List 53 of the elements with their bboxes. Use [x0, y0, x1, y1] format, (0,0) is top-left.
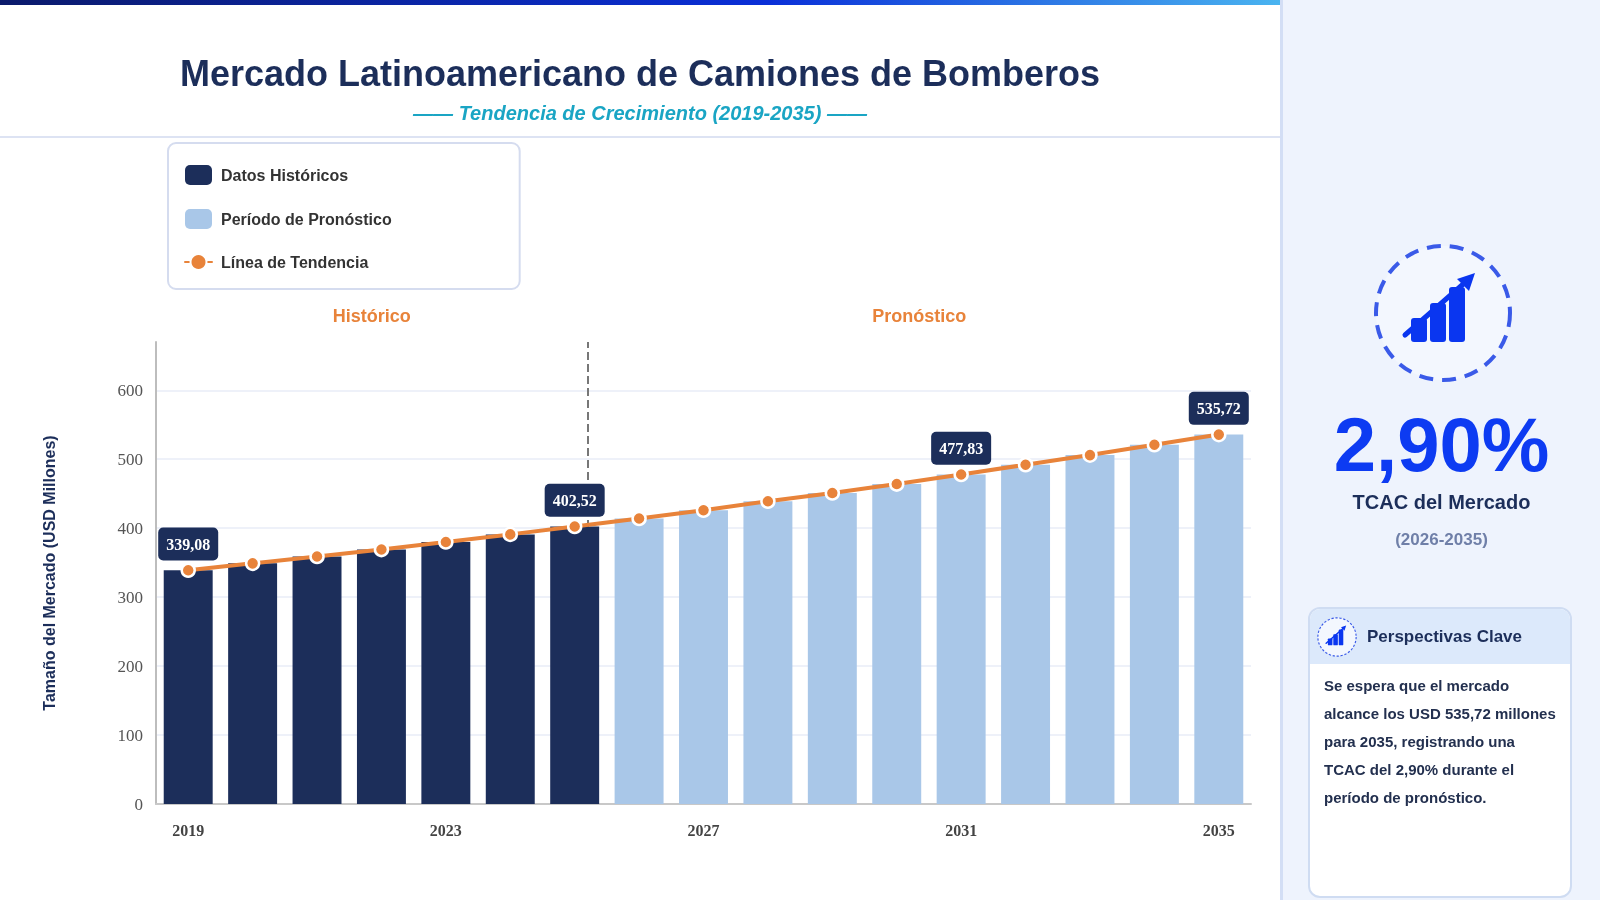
bar	[1001, 464, 1051, 804]
chart-subtitle: —— Tendencia de Crecimiento (2019-2035) ——	[412, 102, 868, 124]
y-tick-label: 400	[117, 518, 143, 538]
point	[1146, 437, 1163, 453]
y-tick-label: 200	[117, 656, 143, 676]
bar	[936, 474, 986, 804]
y-tick-label: 300	[117, 587, 143, 607]
text: Pronóstico	[872, 306, 967, 326]
x-tick-label: 2023	[429, 821, 462, 839]
point	[1017, 456, 1034, 473]
x-tick-label: 2027	[687, 821, 720, 839]
text: (2026-2035)	[1395, 530, 1488, 549]
y-tick-label: 0	[134, 794, 143, 814]
text: Se espera que el mercado alcance los USD 535,72 millones para 2035, registrando una TCAC del 2,90% durante el período de pronóstico.	[1323, 676, 1557, 808]
x-tick-label: 2019	[172, 821, 205, 839]
bar	[743, 501, 793, 804]
bar	[1065, 455, 1115, 804]
bar	[679, 510, 728, 804]
point	[1082, 447, 1098, 463]
text: TCAC del Mercado	[1352, 491, 1531, 513]
bar	[614, 518, 664, 804]
bar	[1129, 444, 1179, 804]
x-tick-label: 2035	[1202, 821, 1235, 839]
bar	[872, 484, 922, 804]
y-tick-label: 600	[117, 380, 143, 400]
text: 2,90%	[1333, 402, 1550, 487]
bar	[228, 563, 278, 804]
y-tick-label: 100	[117, 725, 143, 745]
chart-title: Mercado Latinoamericano de Camiones de Bomberos	[179, 52, 1101, 94]
data-label: 402,52	[552, 492, 597, 510]
point	[889, 476, 905, 492]
bar	[807, 493, 857, 804]
bar	[485, 534, 535, 804]
bar	[292, 556, 342, 804]
bar	[550, 526, 600, 804]
bar	[421, 541, 471, 804]
bar	[356, 549, 406, 804]
bar	[1194, 434, 1244, 804]
point	[824, 485, 841, 501]
data-label: 339,08	[166, 535, 211, 553]
x-tick-label: 2031	[945, 821, 978, 839]
legend-label: Línea de Tendencia	[221, 253, 369, 271]
text: Histórico	[332, 306, 411, 326]
point	[438, 534, 454, 550]
legend-label: Datos Históricos	[221, 166, 349, 184]
text: Perspectivas Clave	[1367, 627, 1522, 646]
bar	[163, 570, 213, 804]
data-label: 535,72	[1196, 400, 1241, 418]
y-axis-title: Tamaño del Mercado (USD Millones)	[40, 435, 58, 711]
data-label: 477,83	[939, 440, 984, 458]
legend-label: Período de Pronóstico	[221, 210, 392, 228]
y-tick-label: 500	[117, 449, 143, 469]
point	[502, 526, 519, 543]
